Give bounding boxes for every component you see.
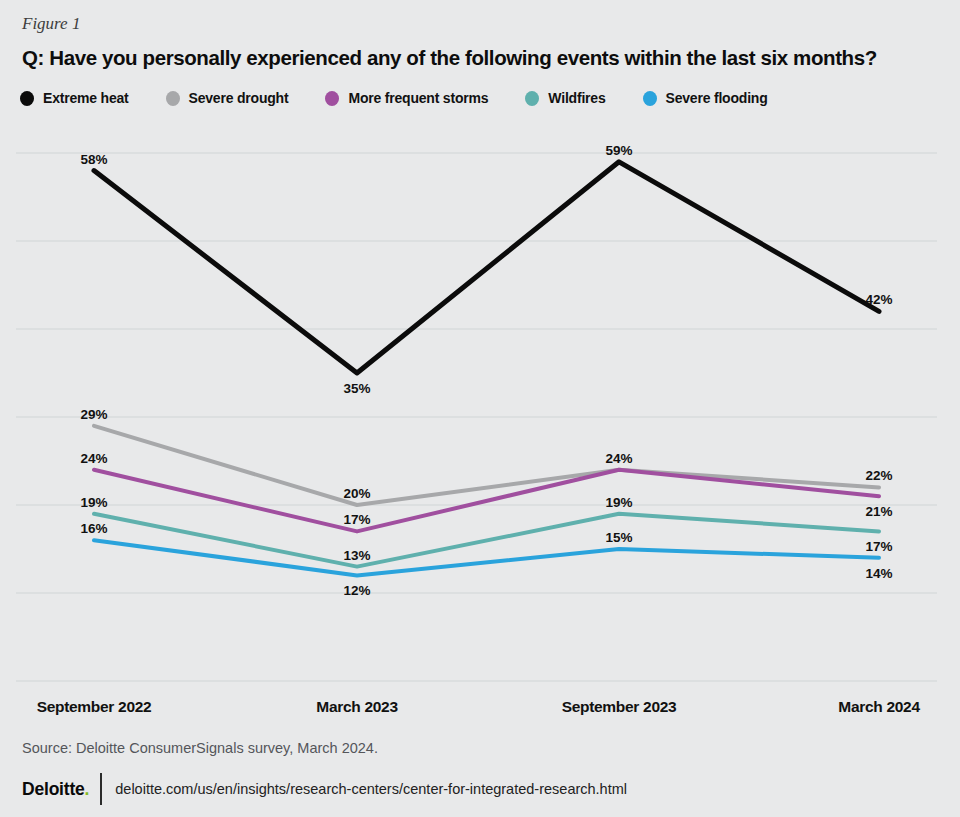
footer-divider <box>100 773 102 805</box>
data-label: 19% <box>80 495 107 510</box>
series-line-severe-drought <box>94 426 879 505</box>
x-axis-label: September 2023 <box>562 698 677 715</box>
data-label: 20% <box>343 486 370 501</box>
legend-label: Wildfires <box>548 90 605 106</box>
legend-label: Severe drought <box>189 90 289 106</box>
legend-item-severe-drought: Severe drought <box>166 90 289 106</box>
data-label: 58% <box>80 152 107 167</box>
legend-dot-icon <box>643 91 657 106</box>
x-axis-label: March 2024 <box>838 698 920 715</box>
data-label: 17% <box>343 512 370 527</box>
data-label: 17% <box>865 539 892 554</box>
deloitte-logo-text: Deloitte <box>22 779 85 799</box>
data-label: 35% <box>343 381 370 396</box>
data-label: 59% <box>605 143 632 158</box>
legend-item-severe-flooding: Severe flooding <box>643 90 768 106</box>
data-label: 15% <box>605 530 632 545</box>
x-axis-label: March 2023 <box>316 698 398 715</box>
data-label: 14% <box>865 566 892 581</box>
chart-svg: 58% 35% 59% 42% 29% 20% 24% 22% 24% 17% 21% 19% 13% 1… <box>0 140 960 720</box>
data-label: 21% <box>865 504 892 519</box>
line-chart: 58% 35% 59% 42% 29% 20% 24% 22% 24% 17% 21% 19% 13% 1… <box>0 140 960 720</box>
legend-label: More frequent storms <box>348 90 488 106</box>
data-label: 22% <box>865 468 892 483</box>
series-line-wildfires <box>94 514 879 567</box>
footer: Deloitte. deloitte.com/us/en/insights/re… <box>22 771 627 807</box>
legend-dot-icon <box>525 91 539 106</box>
legend-label: Severe flooding <box>666 90 768 106</box>
legend: Extreme heat Severe drought More frequent … <box>20 90 768 106</box>
legend-item-more-frequent-storms: More frequent storms <box>325 90 488 106</box>
legend-label: Extreme heat <box>43 90 129 106</box>
x-axis-label: September 2022 <box>37 698 152 715</box>
series-line-extreme-heat <box>94 162 879 373</box>
data-label: 16% <box>80 521 107 536</box>
legend-item-wildfires: Wildfires <box>525 90 605 106</box>
deloitte-logo: Deloitte. <box>22 779 89 800</box>
legend-dot-icon <box>325 91 339 106</box>
data-label: 13% <box>343 548 370 563</box>
data-label: 12% <box>343 583 370 598</box>
question-title: Q: Have you personally experienced any o… <box>22 46 942 70</box>
footer-url[interactable]: deloitte.com/us/en/insights/research-cen… <box>115 781 627 797</box>
legend-dot-icon <box>166 91 180 106</box>
data-label: 24% <box>605 451 632 466</box>
figure-card: Figure 1 Q: Have you personally experien… <box>0 0 960 817</box>
deloitte-logo-green-dot: . <box>85 779 90 799</box>
figure-label: Figure 1 <box>22 14 80 34</box>
data-label: 29% <box>80 407 107 422</box>
legend-item-extreme-heat: Extreme heat <box>20 90 129 106</box>
source-note: Source: Deloitte ConsumerSignals survey,… <box>22 740 378 756</box>
series-line-severe-flooding <box>94 540 879 575</box>
data-label: 42% <box>865 292 892 307</box>
legend-dot-icon <box>20 91 34 106</box>
data-label: 19% <box>605 495 632 510</box>
data-label: 24% <box>80 451 107 466</box>
